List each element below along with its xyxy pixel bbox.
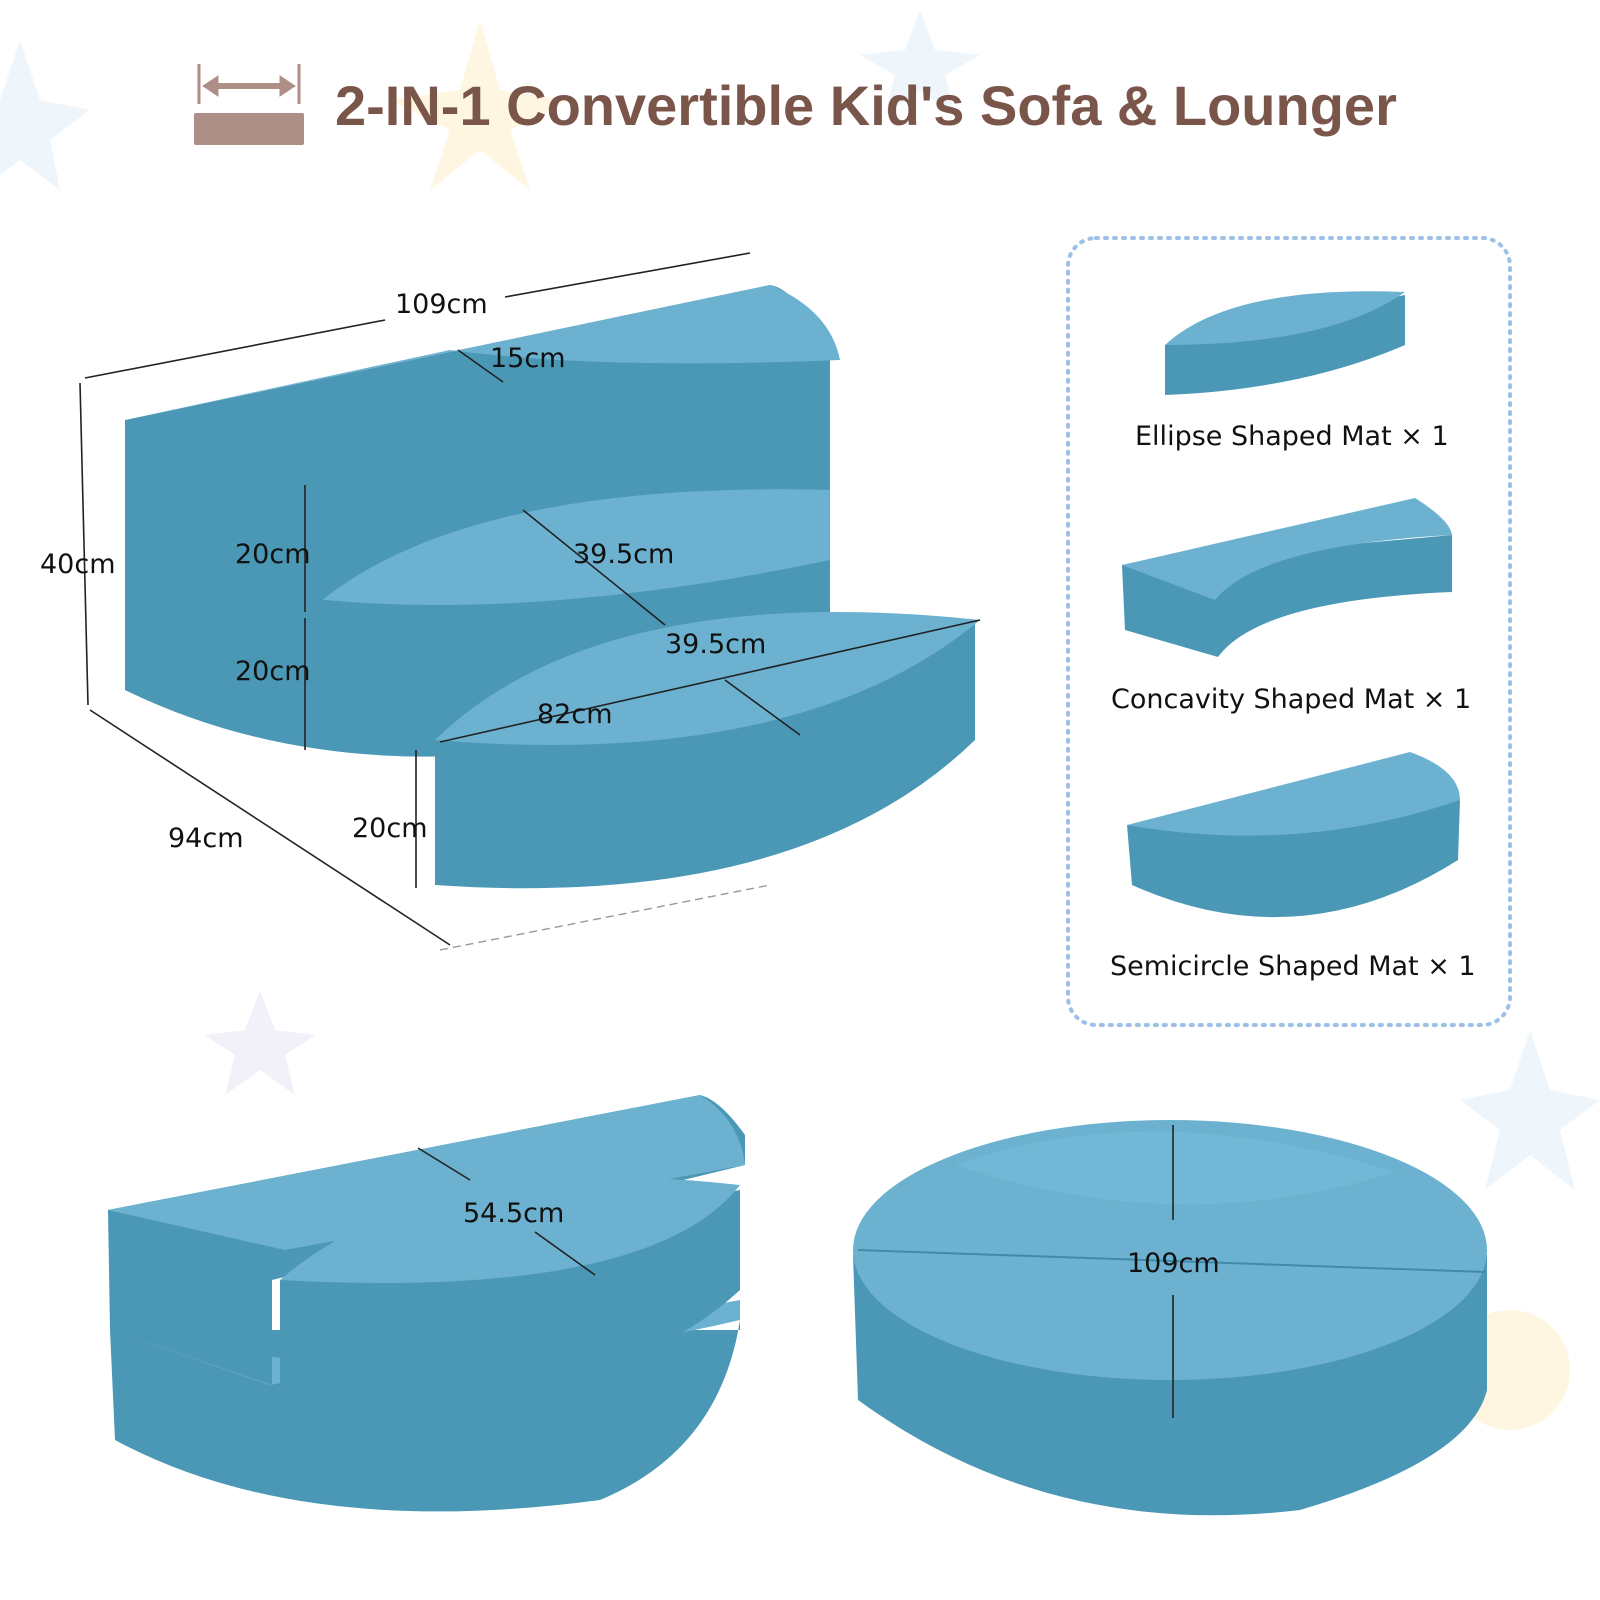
ellipse-mat-image <box>1165 291 1405 395</box>
part-label-semicircle: Semicircle Shaped Mat × 1 <box>1110 951 1476 982</box>
sofa-mode-image <box>125 285 980 889</box>
backrest-thickness-label: 15cm <box>490 343 566 374</box>
ellipse-depth-label: 39.5cm <box>665 629 766 660</box>
ellipse-height-label: 20cm <box>352 813 428 844</box>
upper-height-label: 20cm <box>235 539 311 570</box>
part-label-ellipse: Ellipse Shaped Mat × 1 <box>1135 421 1449 452</box>
seat-depth-label: 39.5cm <box>573 539 674 570</box>
part-label-concavity: Concavity Shaped Mat × 1 <box>1111 684 1471 715</box>
ruler-width-icon <box>194 64 304 145</box>
width-label: 109cm <box>395 289 488 320</box>
depth-label: 94cm <box>168 823 244 854</box>
lounger-diameter-label: 109cm <box>1127 1248 1220 1279</box>
dimension-lines <box>79 252 981 951</box>
chair-mode-image <box>108 1095 745 1512</box>
ellipse-length-label: 82cm <box>537 699 613 730</box>
parts-panel <box>1066 236 1512 1027</box>
semicircle-mat-image <box>1127 752 1460 918</box>
height-label: 40cm <box>40 549 116 580</box>
concavity-mat-image <box>1122 498 1452 657</box>
lower-height-label: 20cm <box>235 656 311 687</box>
chair-seat-depth-label: 54.5cm <box>463 1198 564 1229</box>
lounger-mode-image <box>853 1120 1487 1516</box>
page-title: 2-IN-1 Convertible Kid's Sofa & Lounger <box>335 74 1397 137</box>
